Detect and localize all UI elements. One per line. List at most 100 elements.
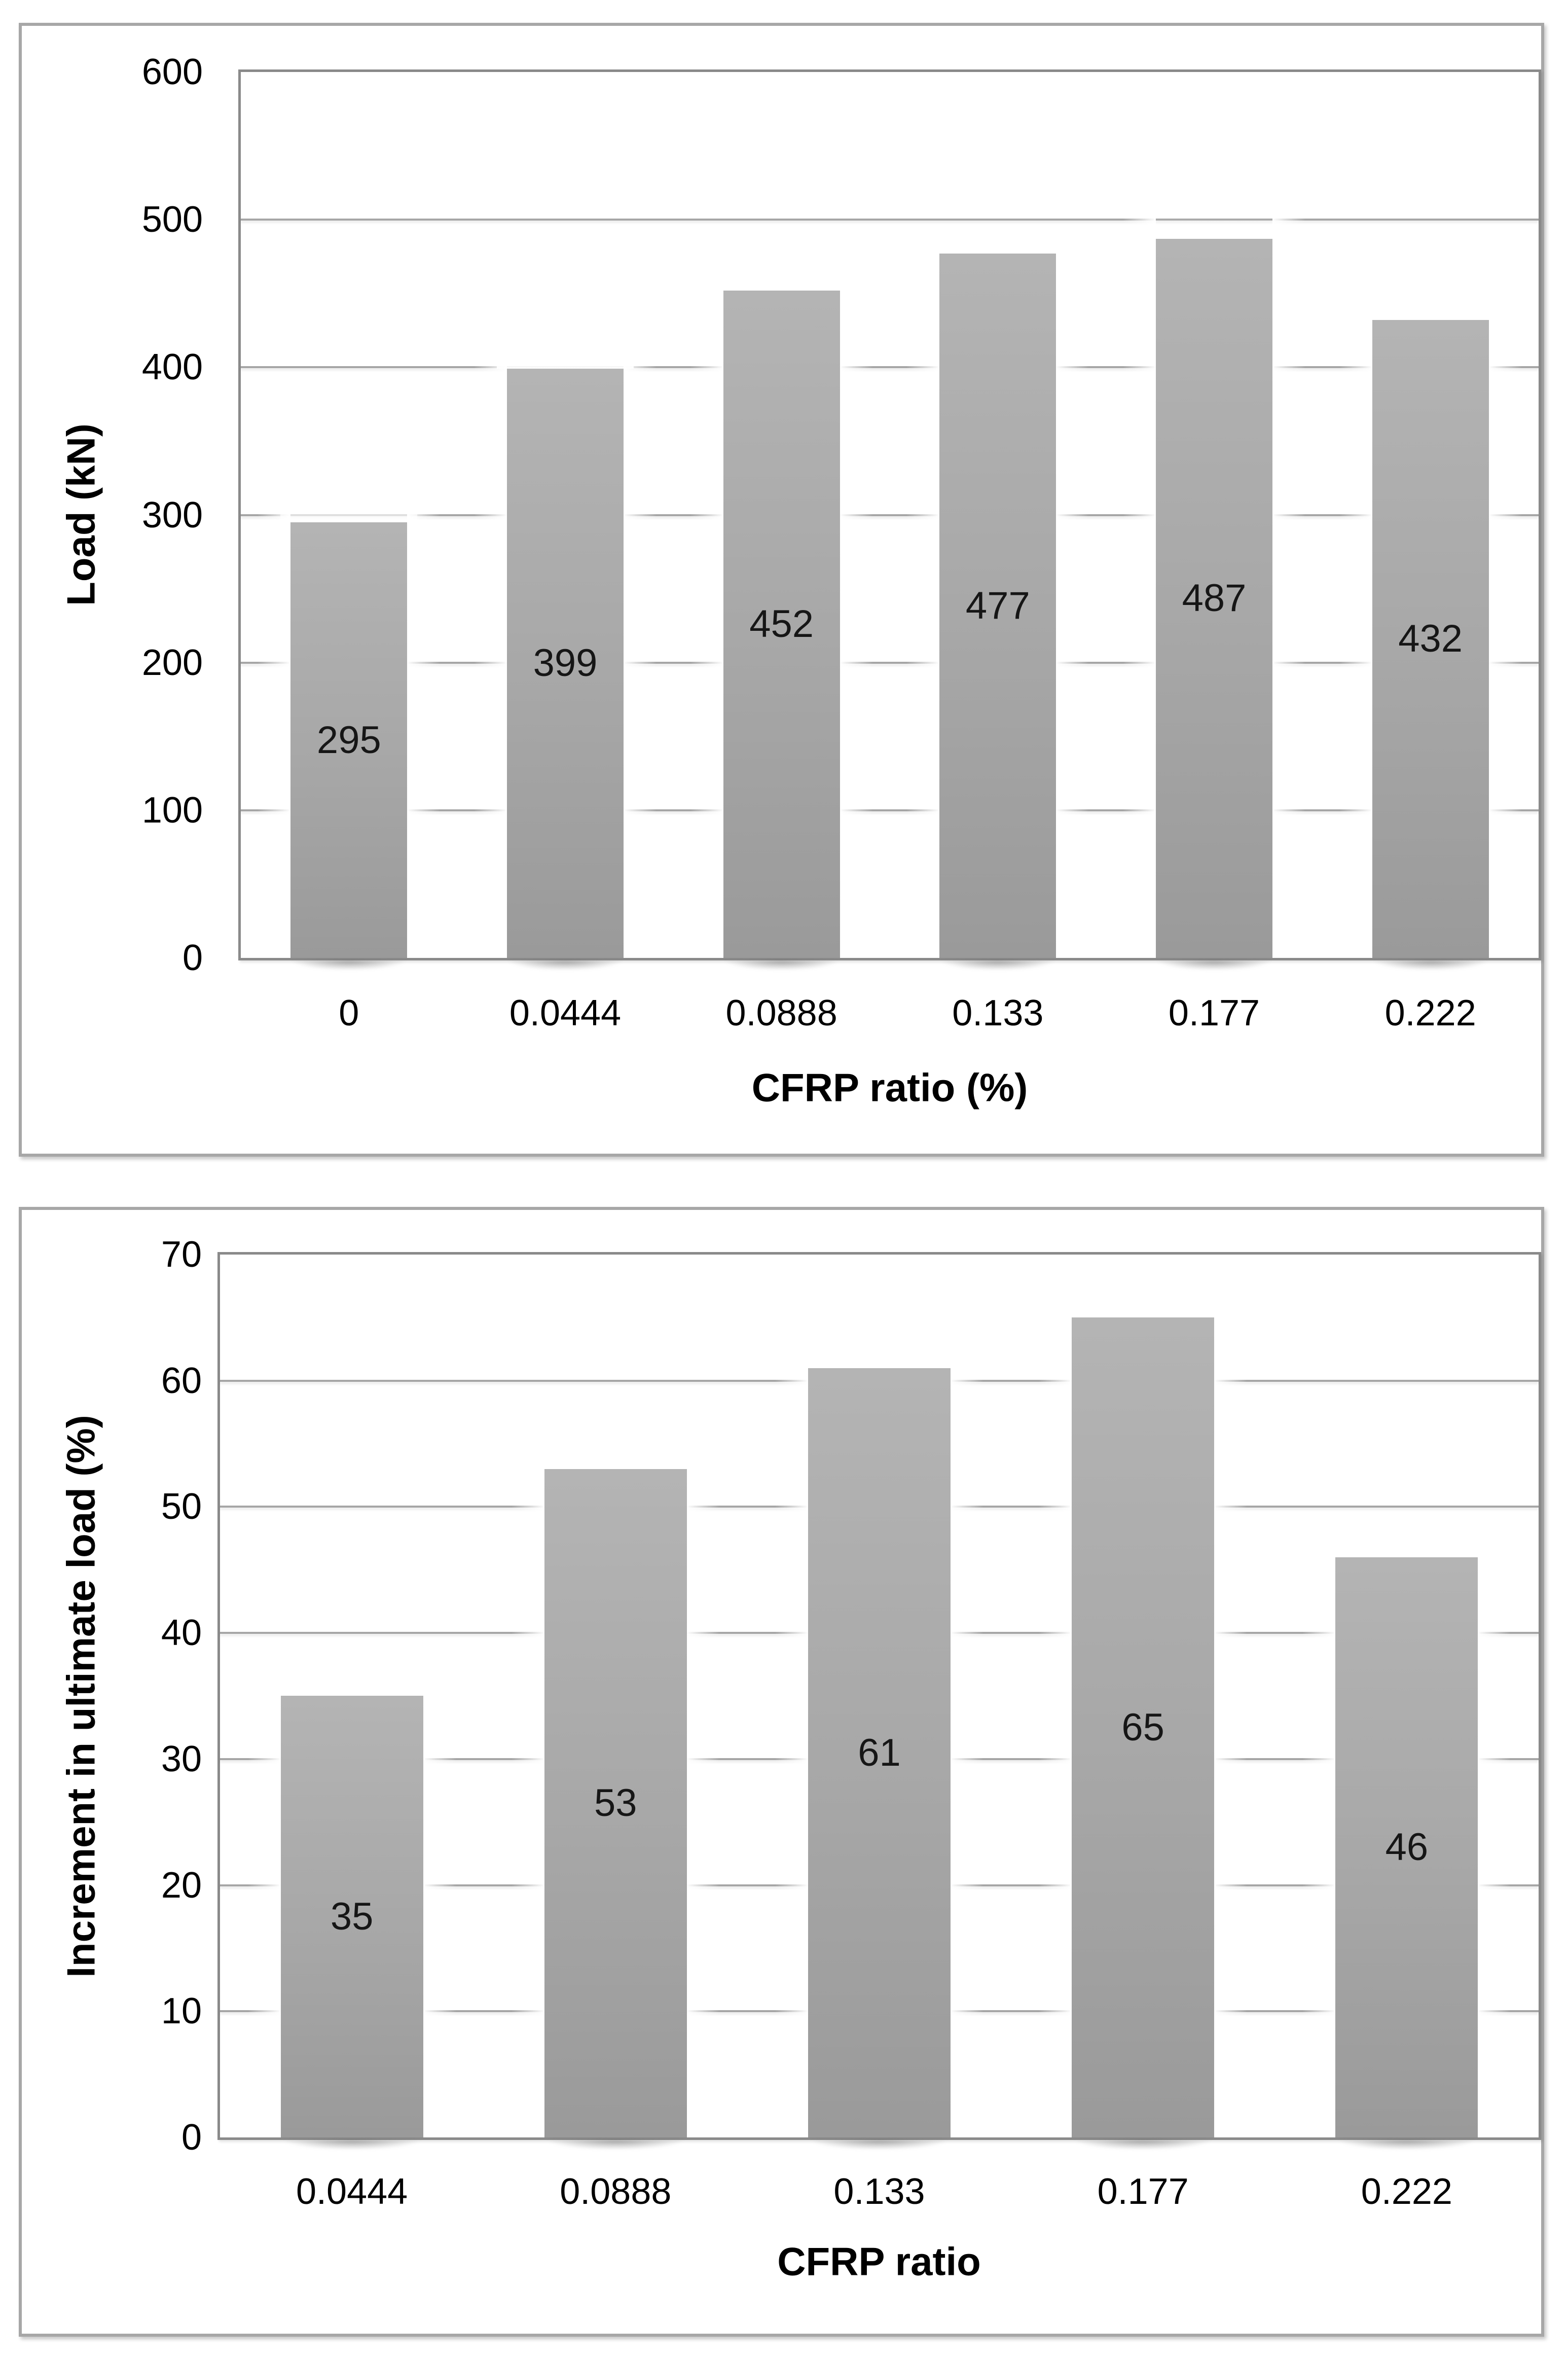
bottom-chart-x-tick-label: 0.0888 [560,2171,672,2212]
bottom-chart-bar-glow [951,1348,983,2137]
top-chart-bar-value-label: 487 [1182,577,1247,620]
bottom-chart-bar [808,1368,951,2137]
top-chart-bar-glow [407,502,440,958]
top-chart-bar-glow [497,348,634,369]
top-chart-bar-glow [840,270,873,958]
top-chart-bar-glow [280,502,417,522]
bottom-chart-bar-glow [775,1348,808,2137]
top-chart-y-tick-label: 0 [182,938,203,978]
bottom-chart-bar-glow [1325,1537,1488,1557]
bottom-chart-y-tick-label: 50 [161,1486,202,1527]
bottom-chart-bar-shadow [275,2140,429,2153]
top-chart-bar-glow [258,502,290,958]
bottom-chart-x-tick-label: 0.133 [833,2171,925,2212]
top-chart-x-axis-title: CFRP ratio (%) [751,1065,1028,1110]
top-chart-x-tick-label: 0.0444 [509,993,622,1033]
top-chart-bar-glow [1489,300,1522,958]
top-chart-bar [1372,320,1489,958]
bottom-chart-bar-shadow [538,2140,693,2153]
top-chart-bar-glow [929,233,1066,254]
top-chart-bar [1156,239,1272,958]
bottom-chart-x-tick-label: 0.177 [1097,2171,1189,2212]
bottom-chart-bar-glow [1302,1537,1335,2137]
top-chart-bar-value-label: 399 [533,641,598,685]
top-chart-x-tick-label: 0.177 [1168,993,1260,1033]
bottom-chart-y-tick-label: 70 [161,1234,202,1275]
top-chart-plot-area [238,69,1541,960]
top-chart-bar-shadow [933,960,1062,974]
top-chart-x-tick-label: 0.133 [952,993,1044,1033]
top-chart-bar-glow [1123,219,1156,958]
top-chart-gridline [241,514,1539,516]
top-chart-x-tick-label: 0.0888 [725,993,837,1033]
bottom-chart-y-tick-label: 30 [161,1738,202,1779]
bottom-chart-bar [1072,1317,1214,2137]
bottom-chart-bar-value-label: 65 [1121,1705,1164,1749]
top-chart-bar-glow [1339,300,1372,958]
top-chart-gridline [241,366,1539,369]
top-chart-bar-shadow [284,960,413,974]
top-chart-x-tick-label: 0.222 [1384,993,1476,1033]
bottom-chart-bar-glow [798,1348,961,1368]
bottom-chart-bar-glow [687,1449,720,2137]
bottom-chart-y-tick-label: 10 [161,1991,202,2032]
bottom-chart-bar-glow [1478,1537,1511,2137]
bottom-chart-bar [1335,1557,1478,2137]
top-chart-y-tick-label: 100 [141,790,203,831]
top-chart-gridline [241,809,1539,811]
top-chart-bar-value-label: 477 [965,584,1030,627]
bottom-chart-bar-shadow [1066,2140,1220,2153]
bottom-chart-y-tick-label: 60 [161,1360,202,1401]
bottom-chart-bar-value-label: 53 [594,1781,637,1825]
bottom-chart-x-tick-label: 0.0444 [296,2171,408,2212]
top-chart-y-tick-label: 600 [141,52,203,92]
bottom-chart-bar-glow [1062,1297,1224,1317]
top-chart-bar-glow [713,270,850,291]
bottom-chart-bar-glow [248,1675,281,2137]
top-chart-bar-shadow [501,960,630,974]
bottom-chart-x-tick-label: 0.222 [1361,2171,1452,2212]
bottom-chart-y-tick-label: 20 [161,1865,202,1906]
bottom-chart-bar-shadow [802,2140,957,2153]
top-chart-y-tick-label: 200 [141,642,203,683]
top-chart-bar-glow [624,348,657,958]
bottom-chart-bar-glow [423,1675,456,2137]
bottom-chart-bar-value-label: 35 [330,1895,374,1938]
top-chart-y-tick-label: 400 [141,347,203,388]
bottom-chart-bar-glow [512,1449,544,2137]
bottom-chart-y-tick-label: 0 [181,2117,202,2158]
top-chart-gridline [241,661,1539,664]
bottom-chart-bar-glow [1214,1297,1247,2137]
top-chart-bar-glow [1146,219,1283,239]
top-chart-bar-glow [474,348,507,958]
top-chart-bar-shadow [717,960,846,974]
bottom-chart-bar-glow [1039,1297,1072,2137]
top-chart-bar [939,254,1056,958]
top-chart-bar-glow [906,233,939,958]
top-chart-bar-value-label: 452 [749,602,814,646]
bottom-chart-bar-value-label: 61 [858,1731,901,1774]
bottom-chart-y-tick-label: 40 [161,1613,202,1654]
top-chart-y-tick-label: 500 [141,199,203,240]
top-chart-bar [290,522,407,958]
top-chart-bar-value-label: 295 [316,718,381,762]
bottom-chart-bar-shadow [1329,2140,1484,2153]
bottom-chart-bar-glow [271,1675,433,1696]
bottom-chart-plot-area [217,1252,1541,2140]
top-chart-bar-value-label: 432 [1398,617,1463,660]
top-chart-gridline [241,219,1539,221]
top-chart-bar-glow [690,270,723,958]
top-chart-y-tick-label: 300 [141,494,203,535]
top-chart-bar-glow [1362,300,1499,320]
top-chart-bar-shadow [1366,960,1495,974]
bottom-chart-bar-glow [534,1449,697,1469]
top-chart-bar-glow [1272,219,1305,958]
top-chart-bar-glow [1056,233,1089,958]
top-chart-bar [723,291,840,958]
top-chart-bar [507,369,624,958]
bottom-chart-bar [544,1469,687,2137]
top-chart-x-tick-label: 0 [339,993,359,1033]
bottom-chart-x-axis-title: CFRP ratio [777,2239,981,2284]
top-chart-bar-shadow [1150,960,1279,974]
